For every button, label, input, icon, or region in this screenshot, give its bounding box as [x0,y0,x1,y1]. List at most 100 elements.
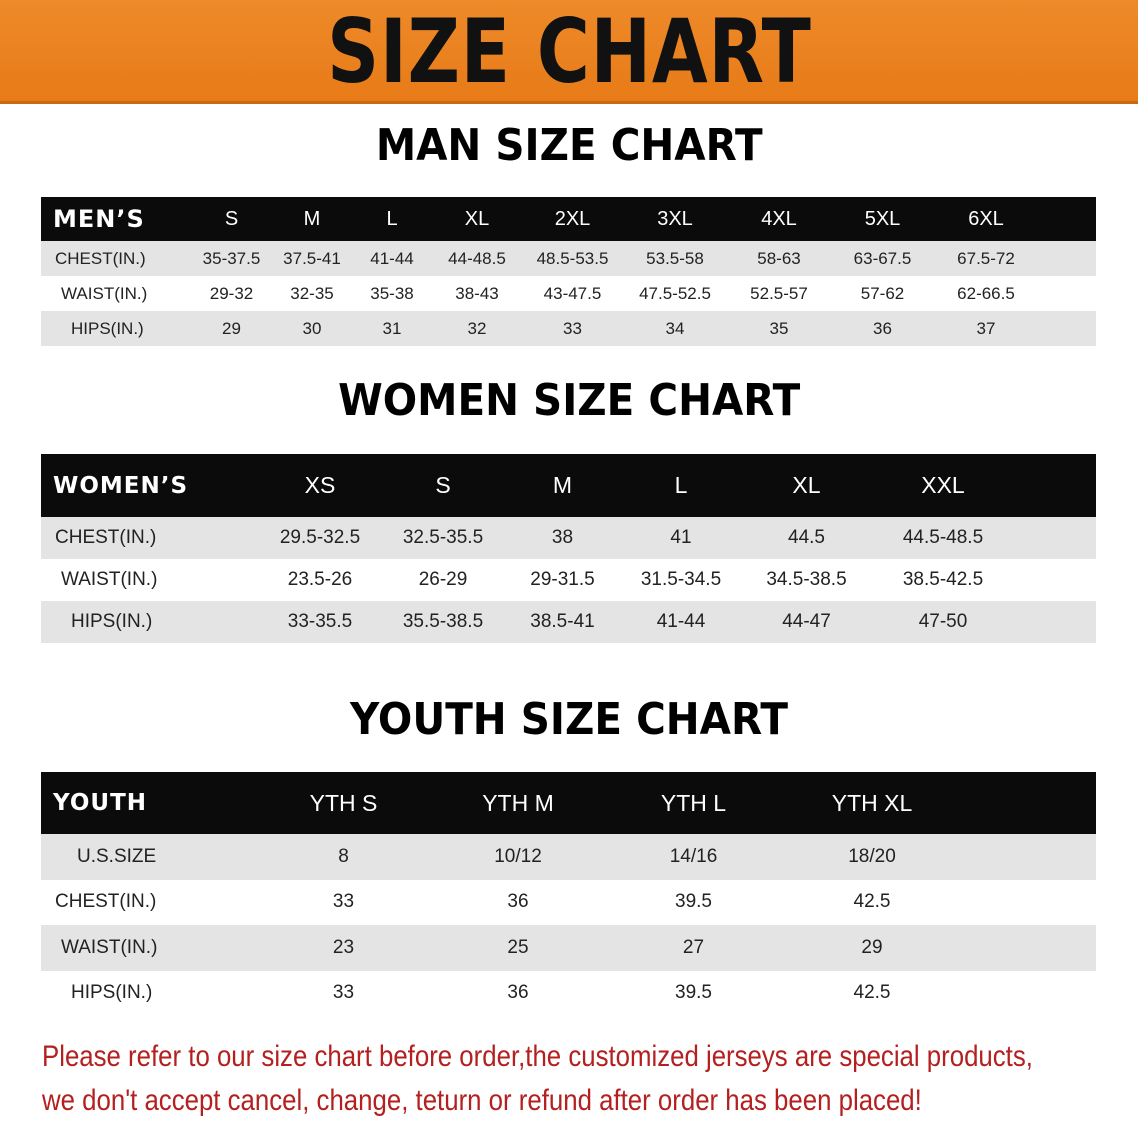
table-cell: 35.5-38.5 [402,611,484,632]
table-row: WAIST(IN.) 29-32 32-35 35-38 38-43 43-47.5 47.… [41,276,1096,311]
row-label: CHEST(IN.) [55,891,157,913]
women-section-title: WOMEN SIZE CHART [337,375,801,426]
table-cell: 35 [769,318,789,338]
row-label: CHEST(IN.) [55,527,157,548]
table-cell: 32-35 [290,283,334,303]
title-banner: SIZE CHART [0,0,1138,104]
size-header: 4XL [761,207,797,230]
size-header: YTH M [482,789,554,816]
table-cell: 41-44 [370,248,414,268]
table-cell: 37.5-41 [283,248,341,268]
table-cell: 32 [467,318,487,338]
header-row: YOUTH YTH S YTH M YTH L YTH XL [41,772,1096,834]
table-cell: 33 [332,982,355,1004]
header-row: MEN’S S M L XL 2XL 3XL 4XL 5XL 6XL [41,197,1096,241]
table-cell: 41 [670,527,692,548]
table-cell: 33 [332,891,355,913]
table-cell: 10/12 [494,845,542,867]
disclaimer-line-1: Please refer to our size chart before or… [42,1040,1033,1073]
size-header: YTH S [309,789,378,816]
table-cell: 47-50 [918,611,968,632]
row-label: WAIST(IN.) [61,936,158,958]
table-cell: 26-29 [418,569,468,590]
table-row: WAIST(IN.) 23 25 27 29 [41,925,1096,971]
header-row: WOMEN’S XS S M L XL XXL [41,454,1096,517]
youth-size-table: YOUTH YTH S YTH M YTH L YTH XL U.S.SIZE 8 10/12… [41,772,1096,1016]
table-cell: 44.5 [788,527,825,548]
table-cell: 8 [338,845,349,867]
table-cell: 38.5-42.5 [902,569,984,590]
table-cell: 27 [682,936,705,958]
youth-section-title: YOUTH SIZE CHART [350,694,788,745]
men-size-table: MEN’S S M L XL 2XL 3XL 4XL 5XL 6XL CHEST(IN.) 35-37… [41,197,1096,346]
table-cell: 31 [382,318,402,338]
table-cell: 36 [507,982,529,1004]
table-row: CHEST(IN.) 33 36 39.5 42.5 [41,879,1096,925]
table-cell: 18/20 [848,845,896,867]
table-cell: 44-48.5 [448,248,506,268]
table-cell: 67.5-72 [957,248,1015,268]
table-cell: 36 [507,891,529,913]
table-cell: 34 [665,318,685,338]
table-cell: 14/16 [669,845,718,867]
table-cell: 57-62 [860,283,905,303]
table-cell: 33-35.5 [287,611,353,632]
table-cell: 39.5 [675,891,712,913]
disclaimer-line-2: we don't accept cancel, change, teturn o… [42,1084,922,1117]
table-cell: 47.5-52.5 [639,283,711,303]
table-cell: 58-63 [757,248,801,268]
table-label: YOUTH [53,790,148,816]
table-row: CHEST(IN.) 35-37.5 37.5-41 41-44 44-48.5 48.5… [41,241,1096,276]
table-cell: 30 [302,318,322,338]
table-cell: 42.5 [853,982,891,1004]
table-cell: 23 [332,936,355,958]
size-header: L [674,472,688,498]
table-cell: 63-67.5 [853,248,912,268]
table-cell: 29 [861,936,883,958]
row-label: HIPS(IN.) [71,982,153,1004]
table-cell: 23.5-26 [287,569,353,590]
table-cell: 39.5 [675,982,712,1004]
size-header: M [552,472,573,498]
table-row: U.S.SIZE 8 10/12 14/16 18/20 [41,834,1096,880]
size-header: 2XL [554,207,591,230]
table-row: WAIST(IN.) 23.5-26 26-29 29-31.5 31.5-34.5 34… [41,559,1096,601]
table-cell: 29-32 [209,283,254,303]
table-cell: 29.5-32.5 [279,527,361,548]
table-cell: 44-47 [782,611,831,632]
table-label: WOMEN’S [53,472,189,499]
size-header: XL [792,472,821,498]
row-label: HIPS(IN.) [71,318,144,338]
row-label: CHEST(IN.) [55,248,146,268]
table-cell: 38 [551,527,574,548]
size-header: XXL [921,472,965,498]
table-cell: 44.5-48.5 [902,527,984,548]
row-label: U.S.SIZE [77,845,157,867]
table-cell: 38.5-41 [530,611,595,632]
page-title: SIZE CHART [326,0,812,103]
table-cell: 35-37.5 [202,248,261,268]
table-cell: 43-47.5 [543,283,602,303]
size-header: YTH L [660,789,727,816]
table-cell: 53.5-58 [646,248,704,268]
table-row: HIPS(IN.) 33-35.5 35.5-38.5 38.5-41 41-44 44-… [41,601,1096,643]
table-label: MEN’S [53,205,145,233]
table-cell: 52.5-57 [750,283,808,303]
table-row: HIPS(IN.) 29 30 31 32 33 34 35 36 37 [41,311,1096,346]
table-cell: 62-66.5 [957,283,1015,303]
men-section-title: MAN SIZE CHART [375,120,763,171]
size-header: XL [464,207,490,230]
table-cell: 36 [873,318,892,338]
size-header: S [435,472,451,498]
table-cell: 33 [563,318,582,338]
size-header: XS [304,472,336,498]
table-cell: 41-44 [656,611,706,632]
size-header: 6XL [968,207,1004,230]
table-cell: 34.5-38.5 [766,569,847,590]
table-cell: 35-38 [370,283,414,303]
women-size-table: WOMEN’S XS S M L XL XXL CHEST(IN.) 29.5-32.5 32.5… [41,454,1096,643]
row-label: WAIST(IN.) [61,569,158,590]
table-cell: 38-43 [455,283,499,303]
size-header: 3XL [657,207,693,230]
table-cell: 48.5-53.5 [536,248,609,268]
